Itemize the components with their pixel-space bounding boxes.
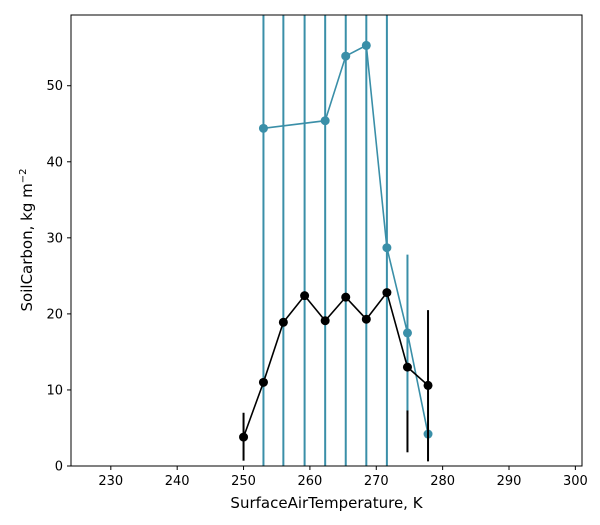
x-tick-label: 300 [563,474,588,489]
x-tick-label: 260 [297,474,322,489]
data-point [320,316,330,326]
x-tick-label: 280 [430,474,455,489]
x-tick-label: 250 [231,474,256,489]
data-point [361,40,371,50]
plot-area [239,15,433,466]
y-tick-label: 20 [46,307,63,322]
axes-frame [70,14,583,467]
y-tick-label: 0 [55,460,63,475]
y-axis-label-superscript: −2 [18,169,29,184]
x-tick-label: 230 [98,474,123,489]
x-axis-label: SurfaceAirTemperature, K [230,494,423,512]
data-point [258,123,268,133]
data-point [361,314,371,324]
x-axis: 230 240 250 260 270 280 290 300 [98,466,588,489]
x-tick-label: 290 [497,474,522,489]
data-point [300,291,310,301]
data-point [382,288,392,298]
series-0 [239,288,433,462]
data-point [258,377,268,387]
data-point [402,328,412,338]
data-point [278,317,288,327]
y-tick-label: 10 [46,383,63,398]
y-axis: 0 10 20 30 40 50 [46,79,71,475]
x-tick-label: 270 [364,474,389,489]
data-point [341,51,351,61]
data-point [382,243,392,253]
y-tick-label: 40 [46,155,63,170]
data-point [341,292,351,302]
data-point [239,432,249,442]
y-axis-label: SoilCarbon, kg m−2 [18,169,36,312]
data-point [320,116,330,126]
series-1 [258,15,433,466]
y-tick-label: 30 [46,231,63,246]
series-line [242,290,429,438]
y-axis-label-main: SoilCarbon, kg m [18,183,36,311]
y-tick-label: 50 [46,79,63,94]
data-point [423,380,433,390]
x-tick-label: 240 [165,474,190,489]
data-point [402,362,412,372]
